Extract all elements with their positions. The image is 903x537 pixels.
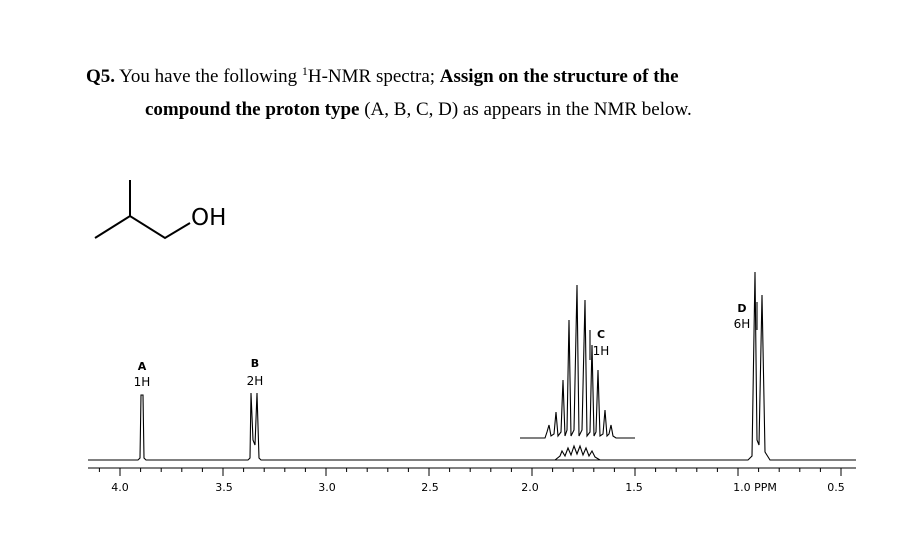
spectrum-trace [88, 271, 856, 461]
superscript: 1 [301, 64, 308, 78]
peak-label: A [138, 360, 147, 373]
axis-label: 0.5 [827, 481, 845, 494]
baseline-peaks [88, 271, 856, 461]
axis-label: 1.5 [625, 481, 643, 494]
axis-label: 3.0 [318, 481, 336, 494]
question-text: H-NMR spectra; [307, 66, 436, 87]
label-markers [589, 302, 758, 360]
skeletal-structure [94, 180, 191, 240]
oh-label: OH [191, 205, 226, 231]
multiplet-expansion [520, 284, 635, 439]
question-number: Q5. [86, 66, 116, 87]
question-text: You have the following [119, 66, 298, 87]
bonds [94, 180, 191, 240]
peak-label: B [251, 357, 259, 370]
multiplet-small [554, 444, 601, 461]
peak-integration: 6H [734, 317, 751, 331]
axis-label: 3.5 [215, 481, 233, 494]
peak-integration: 1H [593, 344, 610, 358]
question-line-2: compound the proton type (A, B, C, D) as… [145, 99, 692, 121]
peak-integration: 2H [247, 374, 264, 388]
axis [88, 467, 856, 476]
question-bold: compound the proton type [145, 99, 360, 120]
axis-labels: 4.0 3.5 3.0 2.5 2.0 1.5 1.0 PPM 0.5 [111, 481, 845, 494]
axis-label: 2.0 [521, 481, 539, 494]
axis-ticks [98, 468, 842, 476]
peak-integration: 1H [134, 375, 151, 389]
peak-label: C [597, 328, 605, 341]
question-text: (A, B, C, D) as appears in the NMR below… [364, 99, 692, 120]
axis-label: 4.0 [111, 481, 129, 494]
peak-label: D [737, 302, 746, 315]
axis-label: 1.0 PPM [733, 481, 777, 494]
peak-labels: A 1H B 2H C 1H D 6H [134, 302, 751, 389]
question-bold: Assign on the structure of the [439, 66, 679, 87]
axis-label: 2.5 [421, 481, 439, 494]
question-line-1: Q5. You have the following 1H-NMR spectr… [86, 64, 679, 88]
